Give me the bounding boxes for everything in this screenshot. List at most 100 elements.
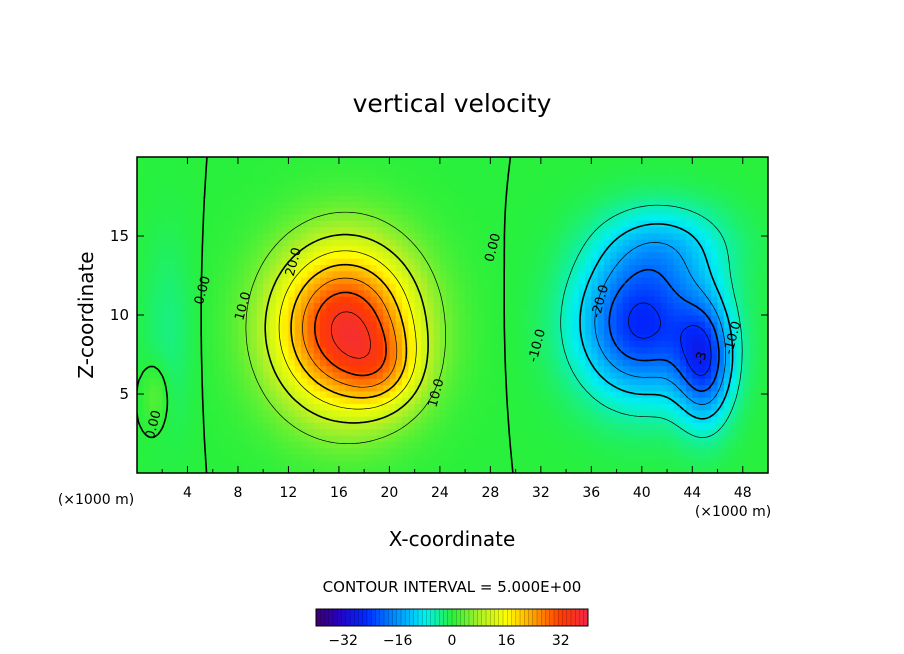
heat-cell <box>553 371 561 379</box>
heat-cell <box>755 384 763 392</box>
heat-cell <box>212 157 220 164</box>
heat-cell <box>294 169 302 177</box>
heat-cell <box>711 460 719 468</box>
heat-cell <box>578 428 586 436</box>
heat-cell <box>357 188 365 196</box>
heat-cell <box>338 213 346 221</box>
heat-cell <box>357 397 365 405</box>
heat-cell <box>269 258 277 266</box>
heat-cell <box>711 296 719 303</box>
heat-cell <box>698 258 706 266</box>
heat-cell <box>263 258 271 266</box>
heat-cell <box>244 296 252 303</box>
heat-cell <box>269 207 277 215</box>
heat-cell <box>181 239 189 247</box>
heat-cell <box>566 182 573 190</box>
heat-cell <box>282 258 290 266</box>
heat-cell <box>420 435 428 442</box>
heat-cell <box>351 270 359 278</box>
heat-cell <box>654 175 662 183</box>
heat-cell <box>547 409 555 417</box>
heat-cell <box>566 194 573 202</box>
heat-cell <box>402 327 409 335</box>
heat-cell <box>307 359 315 367</box>
heat-cell <box>389 397 397 405</box>
heat-cell <box>427 188 435 196</box>
heat-cell <box>301 435 308 442</box>
heat-cell <box>534 441 542 449</box>
heat-cell <box>250 169 258 177</box>
heat-cell <box>610 321 618 329</box>
heat-cell <box>559 454 567 461</box>
heat-cell <box>509 251 517 259</box>
heat-cell <box>667 251 674 259</box>
heat-cell <box>540 289 548 297</box>
heat-cell <box>402 390 409 398</box>
heat-cell <box>439 157 447 164</box>
heat-cell <box>502 403 510 411</box>
heat-cell <box>534 308 542 316</box>
heat-cell <box>553 409 561 417</box>
heat-cell <box>761 175 768 183</box>
heat-cell <box>357 277 365 284</box>
heat-cell <box>439 409 447 417</box>
heat-cell <box>206 207 214 215</box>
heat-cell <box>446 333 454 341</box>
heat-cell <box>313 220 321 228</box>
heat-cell <box>452 315 460 322</box>
heat-cell <box>616 157 624 164</box>
heat-cell <box>351 365 359 373</box>
heat-cell <box>490 308 498 316</box>
heat-cell <box>383 403 390 411</box>
heat-cell <box>219 441 226 449</box>
heat-cell <box>319 169 327 177</box>
heat-cell <box>458 213 466 221</box>
heat-cell <box>383 454 390 461</box>
heat-cell <box>313 346 321 354</box>
heat-cell <box>250 371 258 379</box>
heat-cell <box>597 232 605 240</box>
heat-cell <box>597 239 605 247</box>
heat-cell <box>244 289 252 297</box>
heat-cell <box>395 397 403 405</box>
heat-cell <box>761 365 768 373</box>
heat-cell <box>376 201 384 209</box>
heat-cell <box>711 441 719 449</box>
heat-cell <box>446 422 454 430</box>
heat-cell <box>200 289 208 297</box>
heat-cell <box>168 232 176 240</box>
heat-cell <box>572 416 580 424</box>
heat-cell <box>376 315 384 322</box>
heat-cell <box>313 403 321 411</box>
heat-cell <box>294 365 302 373</box>
heat-cell <box>717 175 725 183</box>
heat-cell <box>376 163 384 171</box>
heat-cell <box>143 264 151 272</box>
heat-cell <box>547 277 555 284</box>
heat-cell <box>237 422 245 430</box>
heat-cell <box>704 157 712 164</box>
heat-cell <box>502 289 510 297</box>
heat-cell <box>711 403 719 411</box>
heat-cell <box>408 447 416 455</box>
heat-cell <box>212 384 220 392</box>
heat-cell <box>749 378 756 386</box>
heat-cell <box>622 340 630 348</box>
heat-cell <box>225 409 233 417</box>
heat-cell <box>540 403 548 411</box>
heat-cell <box>635 201 643 209</box>
heat-cell <box>484 447 491 455</box>
heat-cell <box>376 384 384 392</box>
heat-cell <box>490 428 498 436</box>
heat-cell <box>351 169 359 177</box>
heat-cell <box>761 359 768 367</box>
heat-cell <box>723 390 731 398</box>
heat-cell <box>679 232 687 240</box>
heat-cell <box>288 422 296 430</box>
heat-cell <box>553 447 561 455</box>
heat-cell <box>338 321 346 329</box>
heat-cell <box>452 422 460 430</box>
heat-cell <box>414 232 422 240</box>
heat-cell <box>515 428 523 436</box>
heat-cell <box>420 157 428 164</box>
